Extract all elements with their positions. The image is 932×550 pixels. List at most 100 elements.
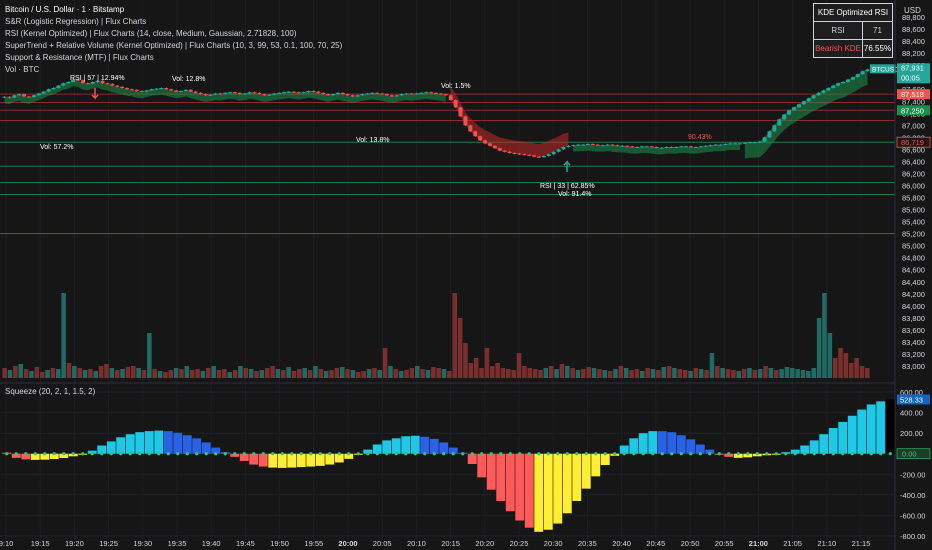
price-tick-label: 84,600 <box>902 266 925 275</box>
volume-bar <box>163 372 168 378</box>
time-tick-label: 20:55 <box>715 539 734 548</box>
candle-body <box>698 146 703 148</box>
volume-bar <box>109 368 115 378</box>
volume-bar <box>709 353 715 378</box>
countdown-label: 00:05 <box>901 73 920 82</box>
candle-body <box>610 144 615 146</box>
volume-bar <box>291 371 297 378</box>
squeeze-bar <box>306 453 316 467</box>
candle-body <box>512 153 517 155</box>
candle-body <box>831 85 836 89</box>
candle-body <box>399 94 404 96</box>
volume-bar <box>468 363 474 378</box>
candle-body <box>404 93 409 95</box>
squeeze-dot <box>442 452 446 456</box>
indicator-supertrend[interactable]: SuperTrend + Relative Volume (Kernel Opt… <box>5 41 343 50</box>
chart-annotation: RSI | 33 | 62.85% <box>540 183 595 190</box>
squeeze-legend[interactable]: Squeeze (20, 2, 1, 1.5, 2) <box>5 387 96 396</box>
candle-body <box>22 94 27 97</box>
squeeze-dot <box>375 452 379 456</box>
squeeze-dot <box>869 452 873 456</box>
candle-body <box>257 92 262 95</box>
volume-bar <box>356 372 361 378</box>
volume-bar <box>484 348 490 378</box>
indicator-sr-mtf[interactable]: Support & Resistance (MTF) | Flux Charts <box>5 53 154 62</box>
squeeze-bar <box>21 453 31 460</box>
price-tick-label: 87,400 <box>902 97 925 106</box>
squeeze-dot <box>337 452 341 456</box>
squeeze-dot <box>679 452 683 456</box>
candle-body <box>718 144 723 146</box>
candle-body <box>286 91 291 93</box>
squeeze-bar <box>534 453 544 532</box>
volume-bar <box>597 369 602 378</box>
candle-body <box>12 95 17 98</box>
candle-body <box>497 148 502 151</box>
volume-bar <box>613 369 618 378</box>
time-tick-label: 20:05 <box>373 539 392 548</box>
time-tick-label: 20:50 <box>681 539 700 548</box>
squeeze-bar <box>847 415 857 454</box>
volume-bar <box>157 371 163 378</box>
volume-bar <box>843 353 849 378</box>
squeeze-dot <box>176 452 180 456</box>
candle-body <box>100 80 105 84</box>
indicator-rsi-kernel[interactable]: RSI (Kernel Optimized) | Flux Charts (14… <box>5 29 297 38</box>
volume-bar <box>254 371 259 378</box>
candle-body <box>85 83 90 85</box>
squeeze-bar <box>277 453 287 468</box>
supertrend-bull-band <box>744 69 868 159</box>
candle-body <box>772 125 777 132</box>
buy-arrow-icon <box>563 160 571 172</box>
squeeze-dot <box>698 452 702 456</box>
squeeze-bar <box>344 453 354 459</box>
volume-bar <box>581 369 586 378</box>
volume-bar <box>88 369 93 378</box>
sell-arrow-icon <box>91 88 99 100</box>
candle-body <box>777 119 782 126</box>
volume-bar <box>607 371 613 378</box>
candle-body <box>679 146 684 148</box>
volume-bar <box>302 368 308 378</box>
volume-bar <box>248 369 254 378</box>
squeeze-bar <box>562 453 572 514</box>
volume-bar <box>704 370 709 378</box>
candle-body <box>360 94 365 96</box>
squeeze-dot <box>280 452 284 456</box>
candle-body <box>179 91 183 93</box>
volume-bar <box>495 363 500 378</box>
squeeze-dot <box>888 452 892 456</box>
candle-body <box>703 145 708 147</box>
volume-bar <box>206 368 211 378</box>
volume-bar <box>334 368 340 378</box>
candle-body <box>615 145 620 147</box>
volume-bar <box>773 370 779 378</box>
candle-body <box>282 92 286 94</box>
squeeze-dot <box>708 452 712 456</box>
indicator-volume[interactable]: Vol · BTC <box>5 65 40 74</box>
squeeze-bar <box>382 440 392 454</box>
squeeze-dot <box>252 452 256 456</box>
volume-bar <box>516 353 522 378</box>
candle-body <box>144 90 149 92</box>
volume-bar <box>104 364 109 378</box>
squeeze-dot <box>518 452 522 456</box>
squeeze-bar <box>173 432 183 454</box>
volume-bar <box>189 370 195 378</box>
volume-bar <box>736 371 742 378</box>
candle-body <box>110 83 115 86</box>
currency-label[interactable]: USD <box>904 6 921 15</box>
volume-bar <box>77 368 82 378</box>
symbol-title[interactable]: Bitcoin / U.S. Dollar · 1 · Bitstamp <box>5 5 125 14</box>
time-tick-label: 20:10 <box>407 539 426 548</box>
volume-bar <box>677 369 683 378</box>
indicator-sr-logistic[interactable]: S&R (Logistic Regression) | Flux Charts <box>5 17 147 26</box>
squeeze-bar <box>325 453 335 465</box>
kde-rsi-label: RSI <box>814 22 863 39</box>
volume-bar <box>779 369 784 378</box>
squeeze-bar <box>125 434 135 454</box>
squeeze-bar <box>515 453 525 521</box>
squeeze-dot <box>603 452 607 456</box>
volume-bar <box>832 358 838 378</box>
